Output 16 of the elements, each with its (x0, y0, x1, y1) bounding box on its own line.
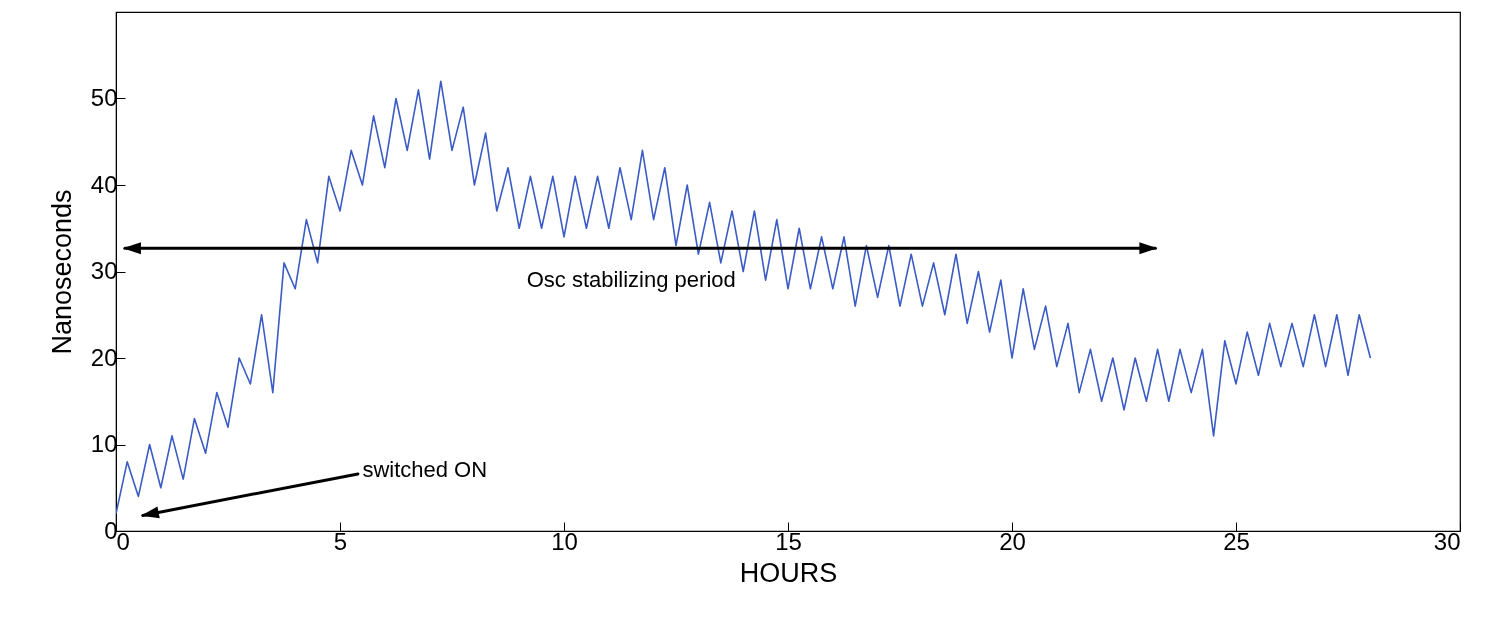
y-tick-label: 40 (90, 170, 118, 198)
x-tick-label: 5 (333, 527, 348, 555)
x-tick-label: 15 (775, 527, 802, 555)
y-axis-title: Nanoseconds (46, 189, 77, 355)
annotation: switched ON (362, 457, 488, 483)
annotation: Osc stabilizing period (526, 267, 736, 293)
y-tick-label: 50 (90, 84, 118, 111)
y-tick-label: 10 (90, 430, 118, 457)
y-tick-label: 30 (90, 257, 118, 284)
x-tick-label: 10 (551, 527, 578, 555)
line-series (116, 80, 1372, 515)
x-tick-label: 25 (1223, 527, 1250, 555)
x-tick-label: 20 (999, 527, 1026, 555)
y-tick-label: 20 (90, 343, 118, 371)
x-tick-label: 30 (1433, 527, 1461, 555)
x-axis-title: HOURS (739, 557, 838, 588)
